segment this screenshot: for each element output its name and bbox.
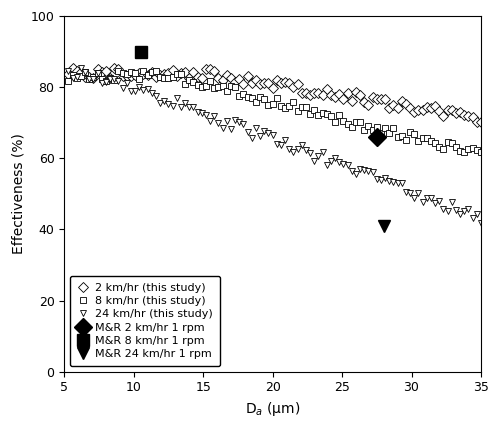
2 km/hr (this study) (166, 71, 172, 76)
24 km/hr (this study) (462, 208, 468, 214)
8 km/hr (this study) (466, 147, 471, 152)
2 km/hr (this study) (282, 79, 288, 84)
Y-axis label: Effectiveness (%): Effectiveness (%) (11, 133, 25, 254)
24 km/hr (this study) (449, 200, 455, 205)
2 km/hr (this study) (449, 108, 455, 113)
2 km/hr (this study) (66, 72, 71, 77)
2 km/hr (this study) (316, 90, 322, 95)
2 km/hr (this study) (112, 65, 117, 70)
24 km/hr (this study) (166, 102, 172, 107)
8 km/hr (this study) (144, 73, 150, 78)
2 km/hr (this study) (149, 69, 155, 74)
8 km/hr (this study) (282, 106, 288, 111)
8 km/hr (this study) (316, 112, 322, 117)
2 km/hr (this study) (462, 112, 468, 118)
2 km/hr (this study) (474, 120, 480, 125)
2 km/hr (this study) (478, 119, 484, 124)
24 km/hr (this study) (478, 220, 484, 225)
X-axis label: D$_a$ (μm): D$_a$ (μm) (245, 400, 300, 418)
24 km/hr (this study) (316, 153, 322, 158)
Line: 24 km/hr (this study): 24 km/hr (this study) (65, 64, 484, 226)
24 km/hr (this study) (282, 138, 288, 143)
24 km/hr (this study) (78, 65, 84, 70)
8 km/hr (this study) (166, 75, 172, 80)
Line: 2 km/hr (this study): 2 km/hr (this study) (65, 64, 484, 126)
Legend: 2 km/hr (this study), 8 km/hr (this study), 24 km/hr (this study), M&R 2 km/hr 1: 2 km/hr (this study), 8 km/hr (this stud… (70, 276, 220, 366)
24 km/hr (this study) (149, 91, 155, 96)
8 km/hr (this study) (449, 140, 455, 145)
8 km/hr (this study) (153, 69, 159, 74)
8 km/hr (this study) (478, 149, 484, 154)
Line: 8 km/hr (this study): 8 km/hr (this study) (65, 68, 484, 156)
24 km/hr (this study) (66, 69, 71, 74)
8 km/hr (this study) (462, 150, 468, 155)
8 km/hr (this study) (66, 79, 71, 84)
